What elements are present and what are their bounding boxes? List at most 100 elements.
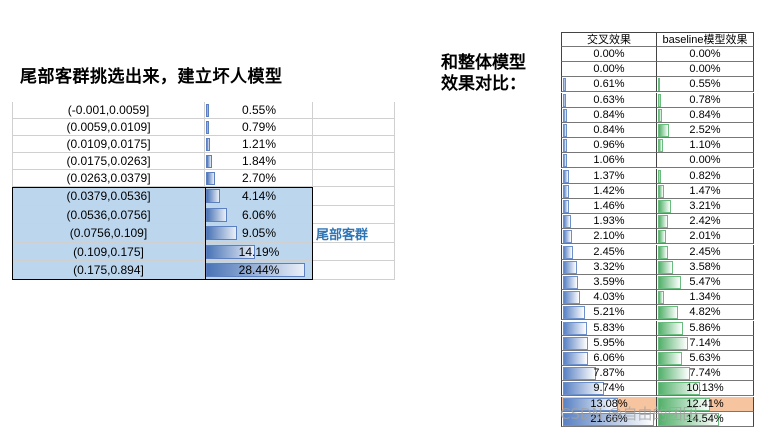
table-row: (0.0379,0.0536] 4.14% xyxy=(12,187,395,206)
cross-effect-bar xyxy=(563,184,569,198)
baseline-effect-bar xyxy=(658,245,669,259)
baseline-effect-bar xyxy=(658,382,701,396)
baseline-effect-bar xyxy=(658,215,669,229)
empty-cell xyxy=(313,242,395,262)
cross-effect-cell: 2.45% xyxy=(561,244,657,260)
table-row: 4.03% 1.34% xyxy=(561,290,754,306)
cross-effect-bar xyxy=(563,139,567,153)
effect-value: 5.95% xyxy=(593,336,625,349)
effect-value: 3.21% xyxy=(689,200,721,212)
cross-effect-cell: 1.93% xyxy=(561,214,657,230)
rate-bar-cell: 1.84% xyxy=(205,153,313,170)
effect-value: 3.59% xyxy=(593,276,625,288)
baseline-effect-cell: 0.78% xyxy=(657,92,754,108)
baseline-effect-cell: 5.63% xyxy=(657,351,754,366)
empty-cell xyxy=(313,136,395,153)
range-cell: (-0.001,0.0059] xyxy=(12,102,205,119)
rate-value: 2.70% xyxy=(241,171,277,185)
cross-effect-bar xyxy=(563,306,585,320)
baseline-effect-bar xyxy=(658,412,719,426)
empty-cell xyxy=(313,261,395,280)
effect-value: 9.74% xyxy=(593,382,625,395)
table-row: 0.00% 0.00% xyxy=(561,47,754,62)
cross-effect-bar xyxy=(563,382,604,396)
baseline-effect-cell: 0.00% xyxy=(657,62,754,78)
baseline-effect-cell: 1.47% xyxy=(657,183,754,199)
empty-cell xyxy=(313,153,395,170)
effect-value: 5.86% xyxy=(689,321,721,334)
table-row: (0.0756,0.109] 9.05% xyxy=(12,224,395,243)
cross-effect-cell: 5.83% xyxy=(561,320,657,336)
cross-effect-bar xyxy=(563,412,654,426)
rate-value: 0.55% xyxy=(241,103,277,117)
baseline-effect-cell: 10.13% xyxy=(657,381,754,397)
rate-bar xyxy=(206,263,305,278)
cross-effect-cell: 5.95% xyxy=(561,335,657,351)
table-row: 1.93% 2.42% xyxy=(561,214,754,230)
table-row: 3.32% 3.58% xyxy=(561,259,754,275)
effect-value: 13.08% xyxy=(590,397,628,410)
baseline-effect-bar xyxy=(658,78,661,92)
table-row: 0.63% 0.78% xyxy=(561,92,754,108)
cross-effect-bar xyxy=(563,124,567,137)
effect-value: 12.41% xyxy=(686,397,724,410)
baseline-effect-bar xyxy=(658,124,669,137)
cross-effect-bar xyxy=(563,200,570,213)
effect-value: 0.84% xyxy=(689,108,721,121)
baseline-effect-bar xyxy=(658,367,691,381)
baseline-effect-cell: 0.82% xyxy=(657,168,754,184)
rate-bar-cell: 6.06% xyxy=(205,205,313,225)
cross-effect-cell: 2.10% xyxy=(561,229,657,245)
rate-bar-cell: 2.70% xyxy=(205,170,313,187)
table-row: 3.59% 5.47% xyxy=(561,275,754,290)
effect-value: 14.54% xyxy=(686,412,724,425)
cross-effect-cell: 1.06% xyxy=(561,153,657,169)
cross-effect-cell: 3.32% xyxy=(561,259,657,275)
header-cross-effect: 交叉效果 xyxy=(561,32,657,47)
cross-effect-bar xyxy=(563,397,618,411)
baseline-effect-cell: 2.45% xyxy=(657,244,754,260)
cross-effect-cell: 1.42% xyxy=(561,183,657,199)
effect-value: 1.47% xyxy=(689,184,721,197)
table-row: (0.0263,0.0379] 2.70% xyxy=(12,170,395,187)
baseline-effect-bar xyxy=(658,169,662,183)
effect-value: 21.66% xyxy=(590,412,628,425)
cross-effect-bar xyxy=(563,245,574,259)
cross-effect-cell: 1.37% xyxy=(561,168,657,184)
baseline-effect-cell: 0.84% xyxy=(657,107,754,123)
effect-value: 3.32% xyxy=(593,260,625,273)
cross-effect-cell: 0.96% xyxy=(561,138,657,154)
effect-value: 0.82% xyxy=(689,169,721,182)
cross-effect-cell: 7.87% xyxy=(561,366,657,382)
tail-group-label: 尾部客群 xyxy=(316,228,369,243)
rate-value: 6.06% xyxy=(241,207,277,222)
baseline-effect-bar xyxy=(658,139,663,153)
baseline-effect-cell: 12.41% xyxy=(657,396,754,412)
rate-bar xyxy=(206,244,256,259)
baseline-effect-bar xyxy=(658,230,667,244)
range-cell: (0.0263,0.0379] xyxy=(12,170,205,187)
table-row: 0.96% 1.10% xyxy=(561,138,754,154)
rate-bar-cell: 4.14% xyxy=(205,187,313,206)
table-row: 0.84% 2.52% xyxy=(561,123,754,138)
cross-effect-cell: 0.00% xyxy=(561,47,657,62)
cross-effect-bar xyxy=(563,154,568,168)
cross-effect-bar xyxy=(563,78,566,92)
empty-cell xyxy=(313,170,395,187)
rate-bar-cell: 28.44% xyxy=(205,261,313,280)
baseline-effect-bar xyxy=(658,336,688,350)
effect-value: 5.47% xyxy=(689,276,721,288)
cross-effect-cell: 6.06% xyxy=(561,351,657,366)
cross-effect-bar xyxy=(563,367,596,381)
range-cell: (0.0379,0.0536] xyxy=(12,187,205,206)
table-row: 2.45% 2.45% xyxy=(561,244,754,260)
rate-value: 28.44% xyxy=(238,263,280,278)
effect-value: 2.10% xyxy=(593,230,625,243)
empty-cell xyxy=(313,187,395,206)
effect-value: 2.45% xyxy=(689,245,721,258)
cross-effect-cell: 3.59% xyxy=(561,275,657,290)
table-row: (0.0059,0.0109] 0.79% xyxy=(12,119,395,136)
baseline-effect-bar xyxy=(658,200,672,213)
cross-effect-bar xyxy=(563,352,589,365)
rate-value: 0.79% xyxy=(241,120,277,134)
